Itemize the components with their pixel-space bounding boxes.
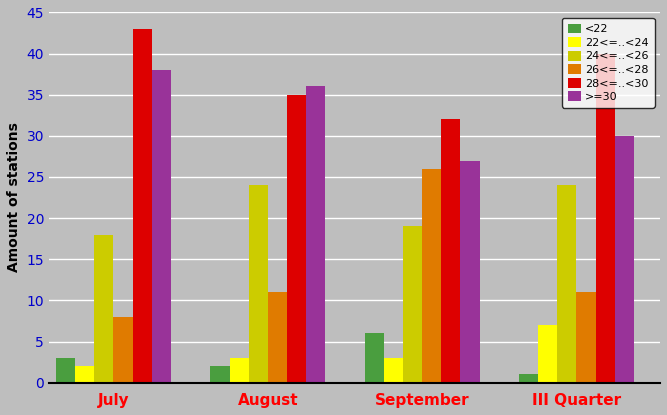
Bar [75, 366, 94, 383]
Bar [267, 292, 287, 383]
Bar [596, 54, 615, 383]
Bar [538, 325, 558, 383]
Bar [113, 317, 133, 383]
Bar [133, 29, 151, 383]
Bar [229, 358, 249, 383]
Bar [403, 226, 422, 383]
Bar [460, 161, 480, 383]
Bar [365, 333, 384, 383]
Bar [151, 70, 171, 383]
Bar [576, 292, 596, 383]
Bar [94, 234, 113, 383]
Y-axis label: Amount of stations: Amount of stations [7, 122, 21, 273]
Bar [422, 169, 442, 383]
Legend: <22, 22<=..<24, 24<=..<26, 26<=..<28, 28<=..<30, >=30: <22, 22<=..<24, 24<=..<26, 26<=..<28, 28… [562, 18, 654, 107]
Bar [558, 185, 576, 383]
Bar [615, 136, 634, 383]
Bar [56, 358, 75, 383]
Bar [210, 366, 229, 383]
Bar [442, 120, 460, 383]
Bar [287, 95, 306, 383]
Bar [306, 86, 325, 383]
Bar [249, 185, 267, 383]
Bar [384, 358, 403, 383]
Bar [519, 374, 538, 383]
